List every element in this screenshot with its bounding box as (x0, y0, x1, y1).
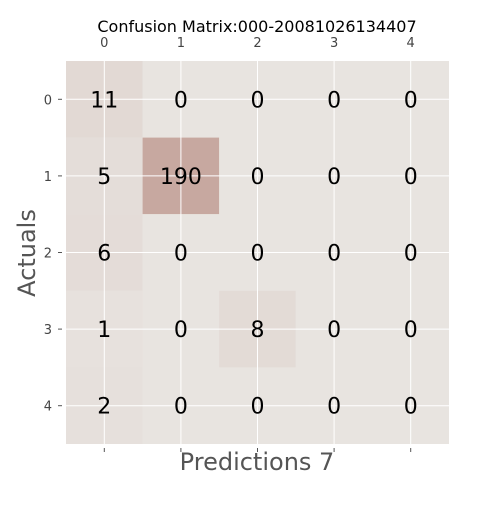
cell-value-1-4: 0 (404, 165, 418, 190)
cell-value-2-0: 6 (97, 242, 111, 267)
y-tick-label-2: 2 (44, 247, 52, 262)
cell-value-0-1: 0 (174, 88, 188, 113)
x-tick-label-4: 4 (407, 36, 415, 51)
cell-value-0-3: 0 (327, 88, 341, 113)
cell-value-1-2: 0 (251, 165, 265, 190)
cell-value-3-0: 1 (97, 318, 111, 343)
grid-lines (66, 61, 449, 444)
x-axis-label: Predictions 7 (180, 448, 335, 476)
y-tick-label-4: 4 (44, 400, 52, 415)
cell-value-1-3: 0 (327, 165, 341, 190)
cell-value-1-0: 5 (97, 165, 111, 190)
chart-title: Confusion Matrix:000-20081026134407 (97, 17, 416, 36)
cell-value-4-1: 0 (174, 395, 188, 420)
cell-value-4-0: 2 (97, 395, 111, 420)
cell-value-2-2: 0 (251, 242, 265, 267)
y-tick-label-0: 0 (44, 93, 52, 108)
cell-value-4-3: 0 (327, 395, 341, 420)
cell-value-4-2: 0 (251, 395, 265, 420)
axis-ticks: 0 1 2 3 4 0 1 2 3 4 (44, 36, 415, 452)
cell-value-3-2: 8 (251, 318, 265, 343)
cell-value-3-3: 0 (327, 318, 341, 343)
cell-value-2-3: 0 (327, 242, 341, 267)
x-tick-label-2: 2 (253, 36, 261, 51)
x-tick-label-1: 1 (177, 36, 185, 51)
y-tick-label-3: 3 (44, 323, 52, 338)
cell-value-0-0: 11 (90, 88, 118, 113)
cell-value-0-4: 0 (404, 88, 418, 113)
x-tick-label-3: 3 (330, 36, 338, 51)
x-tick-label-0: 0 (100, 36, 108, 51)
cell-value-1-1: 190 (160, 165, 202, 190)
cell-value-3-4: 0 (404, 318, 418, 343)
y-tick-label-1: 1 (44, 170, 52, 185)
cell-value-4-4: 0 (404, 395, 418, 420)
cell-labels: 11 0 0 0 0 5 190 0 0 0 6 0 0 0 0 1 0 8 0 0 2 0 0 0 0 (90, 88, 417, 419)
y-axis-label: Actuals (13, 209, 41, 297)
cell-value-0-2: 0 (251, 88, 265, 113)
cell-value-2-1: 0 (174, 242, 188, 267)
cell-value-2-4: 0 (404, 242, 418, 267)
cell-value-3-1: 0 (174, 318, 188, 343)
